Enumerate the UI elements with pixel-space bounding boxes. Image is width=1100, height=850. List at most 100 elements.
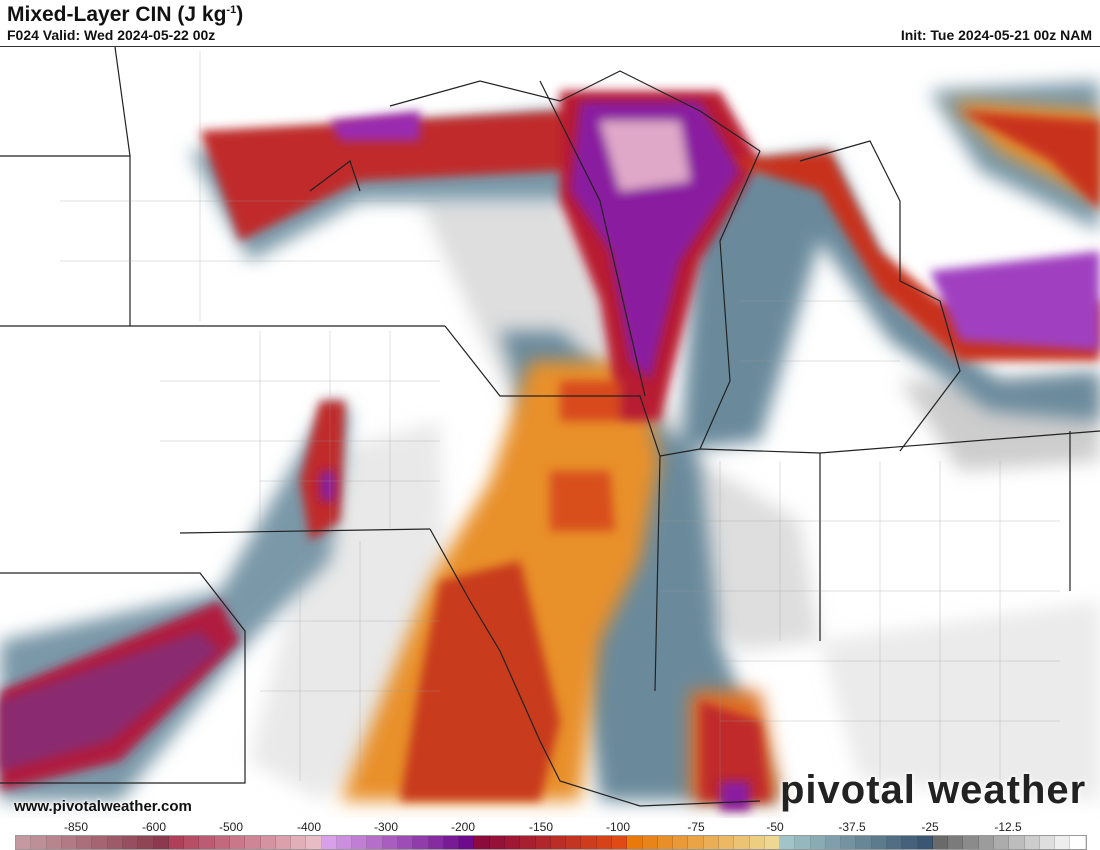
colorbar-swatch xyxy=(428,836,444,849)
colorbar-swatch xyxy=(474,836,490,849)
state-borders xyxy=(0,47,1100,807)
colorbar-swatch xyxy=(596,836,612,849)
county-grid xyxy=(60,51,1060,801)
colorbar-swatch xyxy=(520,836,536,849)
colorbar-swatch xyxy=(550,836,567,849)
colorbar-swatch xyxy=(978,836,994,849)
colorbar-swatch xyxy=(566,836,582,849)
colorbar-swatch xyxy=(77,836,93,849)
colorbar-swatch xyxy=(31,836,47,849)
header: Mixed-Layer CIN (J kg-1) F024 Valid: Wed… xyxy=(0,0,1100,46)
colorbar-swatch xyxy=(825,836,842,849)
colorbar-tick-label: -300 xyxy=(373,820,399,834)
colorbar-swatch xyxy=(688,836,704,849)
colorbar-swatch xyxy=(871,836,888,849)
colorbar-swatch xyxy=(184,836,200,849)
title-close: ) xyxy=(236,3,244,26)
colorbar-swatch xyxy=(61,836,78,849)
colorbar-swatch xyxy=(917,836,933,849)
colorbar-tick-label: -75 xyxy=(687,820,705,834)
colorbar-swatch xyxy=(734,836,750,849)
colorbar-swatch xyxy=(398,836,414,849)
colorbar-swatch xyxy=(138,836,154,849)
colorbar-tick-label: -400 xyxy=(296,820,322,834)
colorbar-swatch xyxy=(902,836,918,849)
colorbar-tick-label: -100 xyxy=(605,820,631,834)
colorbar: -850 -600 -500 -400 -300 -200 -150 -100 -75 -50 -3… xyxy=(0,818,1100,850)
colorbar-swatch xyxy=(948,836,964,849)
colorbar-swatch xyxy=(673,836,689,849)
colorbar-swatch xyxy=(214,836,230,849)
colorbar-tick-label: -500 xyxy=(218,820,244,834)
colorbar-swatch xyxy=(856,836,872,849)
colorbar-swatch xyxy=(367,836,383,849)
colorbar-swatch xyxy=(260,836,276,849)
colorbar-tick-label: -12.5 xyxy=(994,820,1022,834)
colorbar-swatch xyxy=(642,836,658,849)
colorbar-swatch xyxy=(291,836,307,849)
colorbar-swatch xyxy=(780,836,796,849)
colorbar-swatch xyxy=(535,836,551,849)
colorbar-swatch xyxy=(275,836,292,849)
colorbar-tick-label: -600 xyxy=(141,820,167,834)
colorbar-swatch xyxy=(963,836,979,849)
colorbar-swatch xyxy=(1009,836,1025,849)
map-title: Mixed-Layer CIN (J kg-1) xyxy=(7,3,243,27)
colorbar-swatch xyxy=(994,836,1010,849)
colorbar-swatch xyxy=(703,836,719,849)
colorbar-swatch xyxy=(443,836,460,849)
colorbar-tick-label: -850 xyxy=(63,820,89,834)
colorbar-ticks: -850 -600 -500 -400 -300 -200 -150 -100 -75 -50 -3… xyxy=(0,820,1100,834)
colorbar-swatch xyxy=(168,836,185,849)
colorbar-swatch xyxy=(749,836,765,849)
website-url: www.pivotalweather.com xyxy=(14,798,192,815)
colorbar-swatch xyxy=(199,836,215,849)
colorbar-swatch xyxy=(627,836,643,849)
valid-time: F024 Valid: Wed 2024-05-22 00z xyxy=(7,27,216,43)
colorbar-swatch xyxy=(92,836,108,849)
colorbar-swatches xyxy=(15,835,1087,850)
colorbar-swatch xyxy=(1024,836,1040,849)
colorbar-swatch xyxy=(764,836,781,849)
colorbar-swatch xyxy=(1070,836,1086,849)
colorbar-swatch xyxy=(795,836,811,849)
colorbar-swatch xyxy=(505,836,521,849)
colorbar-swatch xyxy=(887,836,903,849)
colorbar-tick-label: -150 xyxy=(528,820,554,834)
colorbar-swatch xyxy=(352,836,368,849)
colorbar-swatch xyxy=(382,836,399,849)
colorbar-swatch xyxy=(321,836,337,849)
colorbar-swatch xyxy=(841,836,857,849)
colorbar-swatch xyxy=(932,836,949,849)
colorbar-swatch xyxy=(306,836,322,849)
colorbar-tick-label: -25 xyxy=(921,820,939,834)
colorbar-swatch xyxy=(459,836,475,849)
init-time: Init: Tue 2024-05-21 00z NAM xyxy=(900,27,1092,43)
colorbar-tick-label: -200 xyxy=(450,820,476,834)
colorbar-swatch xyxy=(611,836,628,849)
colorbar-swatch xyxy=(46,836,62,849)
title-text: Mixed-Layer CIN (J kg xyxy=(7,3,227,26)
pivotal-weather-logo: pivotal weather xyxy=(780,768,1087,812)
colorbar-swatch xyxy=(229,836,246,849)
colorbar-swatch xyxy=(1055,836,1071,849)
colorbar-swatch xyxy=(1039,836,1056,849)
colorbar-swatch xyxy=(657,836,674,849)
colorbar-swatch xyxy=(489,836,505,849)
map-field xyxy=(0,47,1100,811)
colorbar-swatch xyxy=(413,836,429,849)
colorbar-swatch xyxy=(107,836,123,849)
colorbar-swatch xyxy=(718,836,735,849)
cin-map xyxy=(0,46,1100,820)
colorbar-tick-label: -50 xyxy=(766,820,784,834)
colorbar-swatch xyxy=(581,836,597,849)
colorbar-swatch xyxy=(16,836,32,849)
colorbar-swatch xyxy=(153,836,169,849)
colorbar-swatch xyxy=(122,836,139,849)
purple-shading xyxy=(0,101,1100,811)
colorbar-swatch xyxy=(245,836,261,849)
colorbar-swatch xyxy=(336,836,353,849)
title-superscript: -1 xyxy=(226,4,237,16)
colorbar-tick-label: -37.5 xyxy=(838,820,866,834)
colorbar-swatch xyxy=(810,836,826,849)
